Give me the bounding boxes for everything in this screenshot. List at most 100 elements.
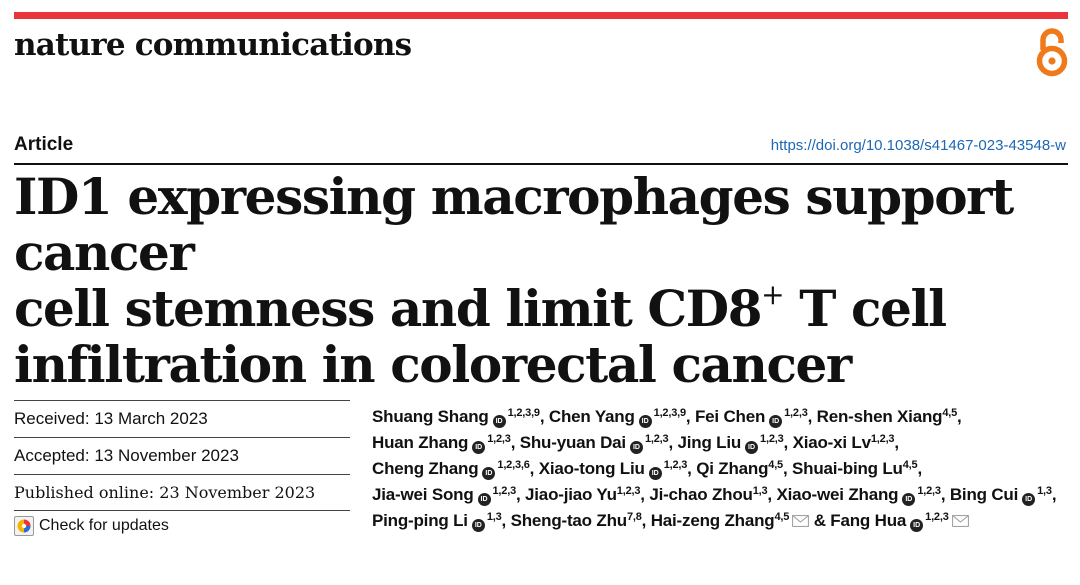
author-name[interactable]: Shuai-bing Lu (792, 459, 903, 478)
author-entry: Xiao-xi Lv1,2,3 (793, 433, 895, 452)
author-affiliation: 1,3 (1037, 485, 1052, 497)
author-entry: Hai-zeng Zhang4,5 (650, 511, 810, 530)
author-affiliation: 1,2,3 (784, 407, 808, 419)
author-name[interactable]: Xiao-xi Lv (792, 433, 872, 452)
author-affiliation: 4,5 (774, 511, 790, 523)
author-entry: Sheng-tao Zhu7,8 (511, 511, 642, 530)
author-entry: Shu-yuan Dai ID1,2,3 (519, 433, 669, 454)
author-separator: , (782, 459, 793, 478)
author-affiliation: 1,2,3 (870, 433, 895, 445)
author-separator: , (957, 407, 962, 426)
header-accent-bar (14, 12, 1068, 19)
accepted-date: Accepted: 13 November 2023 (14, 437, 350, 474)
author-separator: , (668, 433, 678, 452)
author-entry: Jiao-jiao Yu1,2,3 (525, 485, 640, 504)
title-superscript: + (761, 278, 784, 311)
title-line-2b: T cell (783, 279, 947, 338)
orcid-icon[interactable]: ID (745, 441, 759, 454)
author-entry: Xiao-wei Zhang ID1,2,3 (776, 485, 941, 506)
title-rule (14, 163, 1068, 165)
author-entry: Bing Cui ID1,3 (949, 485, 1052, 506)
author-affiliation: 1,3 (486, 511, 502, 523)
author-affiliation: 4,5 (902, 459, 918, 471)
author-separator: , (940, 485, 950, 504)
author-separator: , (640, 485, 650, 504)
author-name[interactable]: Qi Zhang (696, 459, 769, 478)
author-separator: & (809, 511, 831, 530)
author-separator: , (510, 433, 520, 452)
author-affiliation: 1,2,3 (487, 433, 511, 445)
author-separator: , (641, 511, 651, 530)
journal-name[interactable]: nature communications (14, 27, 412, 63)
author-name[interactable]: Ren-shen Xiang (816, 407, 943, 426)
author-name[interactable]: Jia-wei Song (372, 485, 474, 504)
author-name[interactable]: Fei Chen (694, 407, 766, 426)
author-name[interactable]: Jiao-jiao Yu (525, 485, 617, 504)
author-affiliation: 1,2,3,9 (653, 407, 686, 419)
orcid-icon[interactable]: ID (769, 415, 783, 428)
author-name[interactable]: Cheng Zhang (372, 459, 479, 478)
author-affiliation: 1,2,3 (492, 485, 517, 497)
author-separator: , (687, 459, 697, 478)
author-entry: Shuai-bing Lu4,5 (792, 459, 918, 478)
author-name[interactable]: Ji-chao Zhou (649, 485, 753, 504)
author-name[interactable]: Shu-yuan Dai (519, 433, 626, 452)
mail-icon[interactable] (951, 515, 969, 527)
orcid-icon[interactable]: ID (477, 493, 491, 506)
orcid-icon[interactable]: ID (629, 441, 643, 454)
check-for-updates-button[interactable]: Check for updates (14, 511, 350, 536)
author-entry: Jing Liu ID1,2,3 (677, 433, 784, 454)
author-name[interactable]: Xiao-wei Zhang (776, 485, 899, 504)
author-entry: Fei Chen ID1,2,3 (694, 407, 808, 428)
author-affiliation: 4,5 (768, 459, 783, 471)
doi-link[interactable]: https://doi.org/10.1038/s41467-023-43548… (770, 137, 1066, 154)
author-entry: Xiao-tong Liu ID1,2,3 (538, 459, 688, 480)
orcid-icon[interactable]: ID (472, 441, 486, 454)
author-separator: , (539, 407, 549, 426)
author-entry: Huan Zhang ID1,2,3 (372, 433, 511, 454)
title-line-1: ID1 expressing macrophages support cance… (14, 167, 1014, 282)
author-affiliation: 1,2,3,9 (507, 407, 540, 419)
orcid-icon[interactable]: ID (492, 415, 506, 428)
author-name[interactable]: Chen Yang (548, 407, 635, 426)
author-name[interactable]: Huan Zhang (372, 433, 469, 452)
author-affiliation: 1,2,3 (616, 485, 641, 497)
open-access-icon[interactable] (1034, 26, 1070, 78)
author-affiliation: 7,8 (626, 511, 642, 523)
title-line-3: infiltration in colorectal cancer (14, 335, 852, 394)
author-name[interactable]: Jing Liu (677, 433, 742, 452)
mail-icon[interactable] (792, 515, 810, 527)
orcid-icon[interactable]: ID (910, 519, 924, 532)
received-date: Received: 13 March 2023 (14, 400, 350, 437)
author-entry: Ren-shen Xiang4,5 (816, 407, 958, 426)
author-affiliation: 1,2,3 (760, 433, 784, 445)
author-name[interactable]: Fang Hua (830, 511, 907, 530)
author-name[interactable]: Sheng-tao Zhu (510, 511, 628, 530)
author-name[interactable]: Xiao-tong Liu (538, 459, 645, 478)
orcid-icon[interactable]: ID (638, 415, 652, 428)
orcid-icon[interactable]: ID (648, 467, 662, 480)
check-for-updates-label: Check for updates (39, 517, 169, 534)
author-list: Shuang Shang ID1,2,3,9, Chen Yang ID1,2,3,… (372, 404, 1062, 534)
author-entry: Cheng Zhang ID1,2,3,6 (372, 459, 530, 480)
author-affiliation: 1,2,3 (663, 459, 688, 471)
author-entry: Shuang Shang ID1,2,3,9 (372, 407, 540, 428)
author-affiliation: 1,2,3 (925, 511, 949, 523)
author-entry: Jia-wei Song ID1,2,3 (372, 485, 517, 506)
orcid-icon[interactable]: ID (902, 493, 916, 506)
author-entry: Ping-ping Li ID1,3 (372, 511, 502, 532)
author-name[interactable]: Ping-ping Li (372, 511, 468, 530)
author-separator: , (767, 485, 777, 504)
author-separator: , (685, 407, 695, 426)
orcid-icon[interactable]: ID (482, 467, 496, 480)
author-affiliation: 1,2,3,6 (497, 459, 530, 471)
author-separator: , (515, 485, 526, 504)
author-name[interactable]: Bing Cui (949, 485, 1019, 504)
orcid-icon[interactable]: ID (1022, 493, 1036, 506)
author-entry: Fang Hua ID1,2,3 (830, 511, 969, 532)
author-separator: , (917, 459, 922, 478)
author-name[interactable]: Hai-zeng Zhang (650, 511, 775, 530)
author-name[interactable]: Shuang Shang (372, 407, 489, 426)
orcid-icon[interactable]: ID (471, 519, 485, 532)
author-affiliation: 4,5 (942, 407, 958, 419)
